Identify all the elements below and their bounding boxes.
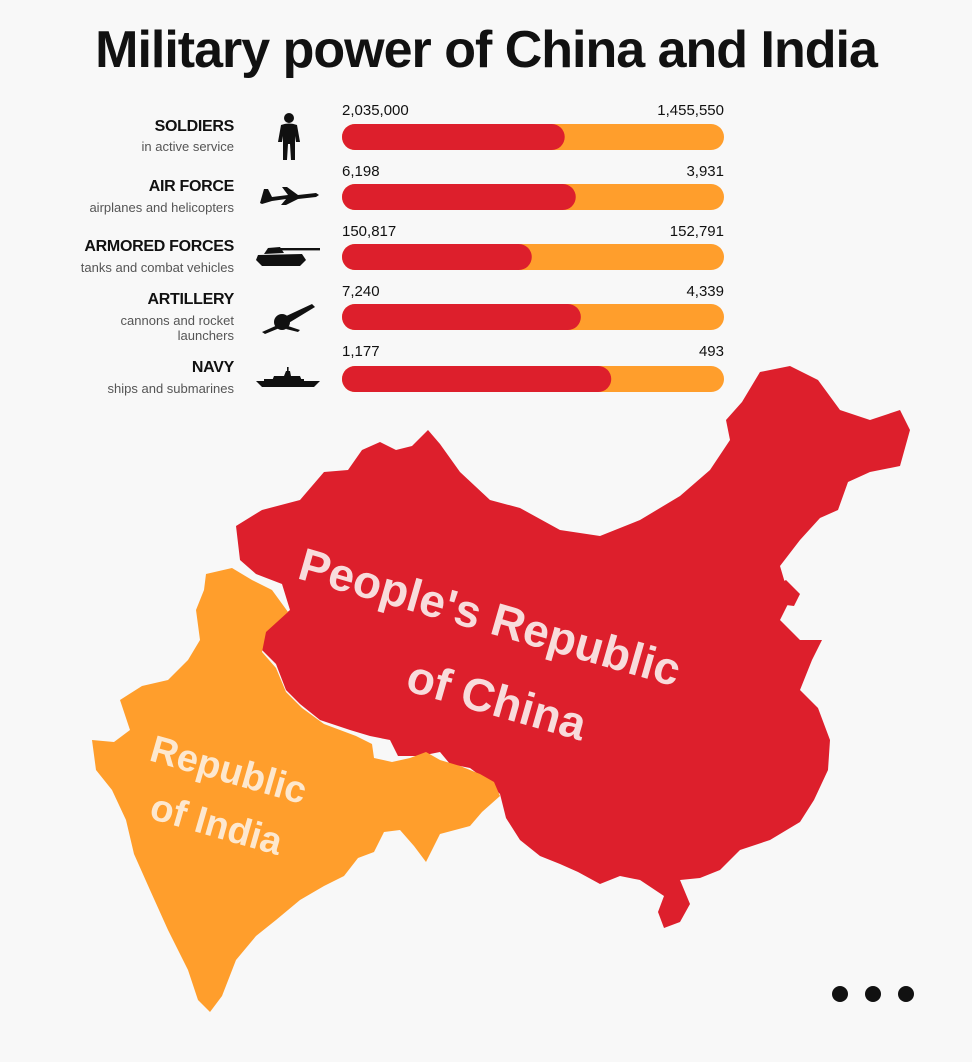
page-title: Military power of China and India xyxy=(95,21,878,79)
value-india-artillery: 4,339 xyxy=(686,283,724,300)
category-sub-artillery: cannons and rocket launchers xyxy=(120,313,234,343)
bar-china-artillery xyxy=(342,304,581,330)
china-label-line2: of China xyxy=(401,650,593,751)
value-india-soldiers: 1,455,550 xyxy=(657,102,724,119)
category-label-armored-forces: ARMORED FORCES xyxy=(84,238,234,255)
ship-icon xyxy=(256,367,320,387)
value-china-soldiers: 2,035,000 xyxy=(342,102,409,119)
category-label-artillery: ARTILLERY xyxy=(147,291,235,308)
dot xyxy=(898,986,914,1002)
category-sub-air-force: airplanes and helicopters xyxy=(89,200,234,215)
china-label-line1: People's Republic xyxy=(293,538,686,697)
tank-icon xyxy=(256,247,320,266)
dot xyxy=(865,986,881,1002)
value-china-air-force: 6,198 xyxy=(342,163,380,180)
bar-china-navy xyxy=(342,366,612,392)
value-china-armored-forces: 150,817 xyxy=(342,223,397,240)
value-china-artillery: 7,240 xyxy=(342,283,380,300)
category-label-navy: NAVY xyxy=(191,359,234,376)
jet-icon xyxy=(260,187,319,205)
china-shape xyxy=(236,366,910,928)
india-shape xyxy=(92,568,500,1012)
dot xyxy=(832,986,848,1002)
category-label-air-force: AIR FORCE xyxy=(148,178,235,195)
category-label-soldiers: SOLDIERS xyxy=(154,118,235,135)
bar-china-armored-forces xyxy=(342,244,532,270)
india-label-line2: of India xyxy=(146,786,288,864)
more-menu-dots[interactable] xyxy=(832,986,914,1002)
category-sub-navy: ships and submarines xyxy=(107,381,234,396)
value-india-air-force: 3,931 xyxy=(686,163,724,180)
category-sub-armored-forces: tanks and combat vehicles xyxy=(80,260,234,275)
comparison-bars xyxy=(342,124,724,392)
value-china-navy: 1,177 xyxy=(342,343,380,360)
cannon-icon xyxy=(262,304,315,334)
india-label-line1: Republic xyxy=(146,728,312,813)
bar-china-soldiers xyxy=(342,124,565,150)
bar-china-air-force xyxy=(342,184,576,210)
category-sub-soldiers: in active service xyxy=(141,139,234,154)
value-india-armored-forces: 152,791 xyxy=(669,223,724,240)
soldier-icon xyxy=(278,113,300,160)
value-india-navy: 493 xyxy=(698,343,724,360)
